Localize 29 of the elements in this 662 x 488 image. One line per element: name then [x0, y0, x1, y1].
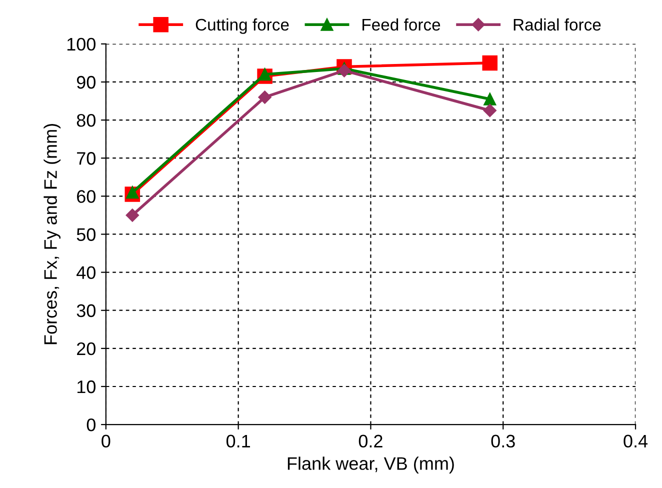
y-tick-label: 80 [76, 114, 96, 127]
x-tick-label: 0.1 [226, 434, 250, 448]
y-tick-label: 90 [76, 76, 96, 89]
y-tick-label: 60 [77, 190, 96, 203]
x-tick-label: 0.2 [358, 434, 382, 448]
x-tick-label: 0 [102, 434, 110, 448]
x-tick-label: 0.4 [624, 434, 648, 448]
y-tick-label: 70 [77, 152, 96, 165]
point [126, 208, 139, 222]
point [338, 64, 351, 78]
y-tick-label: 50 [76, 228, 96, 241]
x-tick-label: 0.3 [491, 434, 515, 448]
point [484, 92, 496, 106]
y-tick-label: 10 [77, 380, 96, 394]
y-tick-label: 0 [86, 418, 96, 432]
y-tick-label: 40 [76, 266, 96, 280]
point [258, 90, 272, 104]
point [482, 55, 498, 71]
legend-label: Radial force [514, 18, 601, 31]
point [258, 68, 272, 81]
point [483, 104, 496, 118]
y-tick-label: 100 [67, 38, 96, 51]
y-axis-title: Forces, Fx, Fy and Fz (mm) [44, 124, 61, 344]
y-tick-label: 20 [77, 342, 96, 356]
legend-label: Cutting force [196, 18, 289, 34]
y-tick-label: 30 [76, 304, 96, 318]
legend-label: Feed force [362, 18, 440, 31]
x-axis-title: Flank wear, VB (mm) [288, 456, 454, 474]
point [126, 186, 139, 199]
